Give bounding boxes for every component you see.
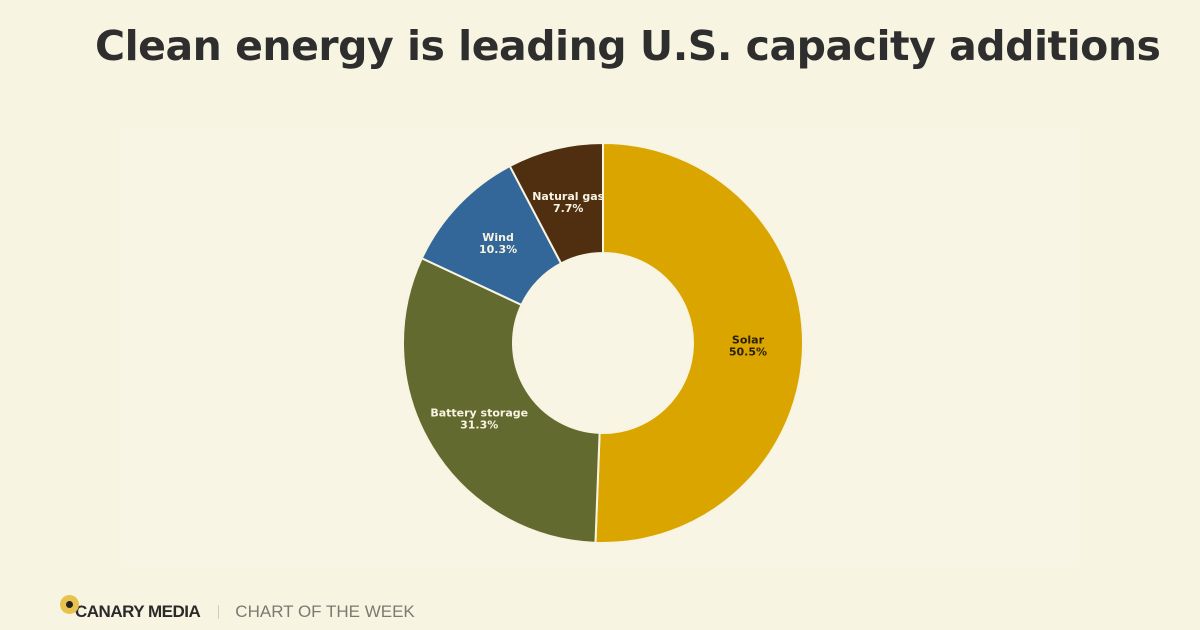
canary-logo-icon — [60, 594, 79, 614]
slice-natural-gas — [508, 141, 604, 265]
slice-battery-storage — [402, 256, 601, 544]
page-title: Clean energy is leading U.S. capacity ad… — [95, 22, 1161, 70]
slice-value-label: 7.7% — [553, 202, 584, 215]
slice-label: Battery storage — [430, 407, 528, 420]
slice-label: Natural gas — [532, 190, 604, 203]
footer: CANARY MEDIA CHART OF THE WEEK — [60, 594, 415, 622]
slice-value-label: 31.3% — [460, 419, 498, 432]
divider — [218, 605, 220, 619]
brand-name: CANARY MEDIA — [75, 602, 201, 621]
slice-label: Wind — [482, 231, 514, 244]
series-kicker: CHART OF THE WEEK — [235, 602, 415, 621]
slice-label: Solar — [732, 334, 765, 347]
slice-value-label: 50.5% — [729, 346, 767, 359]
slice-value-label: 10.3% — [479, 243, 517, 256]
slice-solar — [594, 141, 804, 544]
